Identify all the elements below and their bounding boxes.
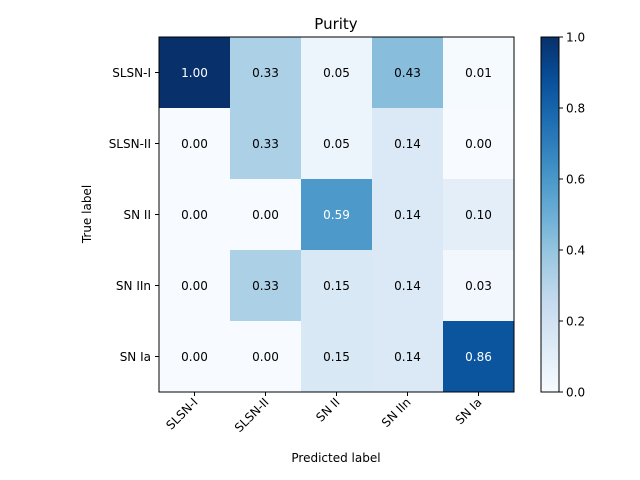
heatmap-cell: [159, 37, 231, 109]
colorbar-tick-label: 0.0: [566, 386, 585, 400]
cell-value-label: 0.00: [181, 137, 208, 151]
heatmap-cell: [301, 321, 373, 393]
colorbar: [540, 36, 560, 393]
colorbar-tick-label: 0.6: [566, 173, 585, 187]
heatmap-cell: [159, 108, 231, 180]
heatmap-cell: [230, 179, 302, 251]
cell-value-label: 0.14: [394, 279, 421, 293]
cell-value-label: 0.33: [252, 137, 279, 151]
heatmap-cell: [301, 37, 373, 109]
x-axis-label: Predicted label: [291, 451, 380, 465]
heatmap-cell: [372, 250, 444, 322]
heatmap-cell: [443, 179, 515, 251]
y-axis-label: True label: [80, 185, 94, 244]
heatmap-cell: [159, 321, 231, 393]
cell-value-label: 0.33: [252, 279, 279, 293]
cell-value-label: 0.00: [181, 279, 208, 293]
heatmap-cell: [230, 37, 302, 109]
heatmap-cell: [443, 108, 515, 180]
colorbar-tick-label: 0.4: [566, 244, 585, 258]
y-axis-ticks: SLSN-I SLSN-II SN II SN IIn SN Ia: [109, 66, 159, 364]
heatmap-cell: [301, 108, 373, 180]
cell-value-label: 0.15: [323, 350, 350, 364]
heatmap-cell: [230, 321, 302, 393]
cell-value-label: 0.05: [323, 137, 350, 151]
heatmap-cell: [443, 250, 515, 322]
heatmap-cell: [372, 37, 444, 109]
cell-value-label: 1.00: [181, 66, 208, 80]
heatmap-cell: [159, 179, 231, 251]
x-tick-label: SLSN-I: [163, 395, 200, 432]
cell-value-label: 0.14: [394, 208, 421, 222]
colorbar-tick-label: 0.2: [566, 315, 585, 329]
cell-value-label: 0.00: [252, 350, 279, 364]
heatmap-cells: 1.00 0.33 0.05 0.43 0.01 0.00 0.33 0.05 0.14 0.00…: [159, 37, 515, 393]
cell-value-label: 0.14: [394, 137, 421, 151]
cell-value-label: 0.59: [323, 208, 350, 222]
cell-value-label: 0.01: [465, 66, 492, 80]
cell-value-label: 0.05: [323, 66, 350, 80]
cell-value-label: 0.15: [323, 279, 350, 293]
heatmap-cell: [443, 37, 515, 109]
cell-value-label: 0.86: [465, 350, 492, 364]
heatmap-cell: [301, 179, 373, 251]
cell-value-label: 0.03: [465, 279, 492, 293]
heatmap-cell: [159, 250, 231, 322]
x-tick-label: SLSN-II: [232, 395, 272, 435]
heatmap-cell: [301, 250, 373, 322]
cell-value-label: 0.10: [465, 208, 492, 222]
cell-value-label: 0.00: [181, 350, 208, 364]
y-tick-label: SN Ia: [120, 350, 151, 364]
heatmap-cell: [230, 250, 302, 322]
heatmap-cell: [443, 321, 515, 393]
x-tick-label: SN Ia: [453, 395, 485, 427]
colorbar-ticks: 0.0 0.2 0.4 0.6 0.8 1.0: [559, 31, 585, 400]
x-tick-label: SN II: [313, 395, 342, 424]
cell-value-label: 0.33: [252, 66, 279, 80]
y-tick-label: SN IIn: [116, 279, 151, 293]
chart-title: Purity: [314, 15, 358, 33]
cell-value-label: 0.14: [394, 350, 421, 364]
cell-value-label: 0.00: [181, 208, 208, 222]
x-axis-ticks: SLSN-I SLSN-II SN II SN IIn SN Ia: [163, 392, 485, 435]
heatmap-cell: [230, 108, 302, 180]
y-tick-label: SLSN-II: [109, 137, 151, 151]
heatmap-cell: [372, 179, 444, 251]
heatmap-cell: [372, 108, 444, 180]
y-tick-label: SN II: [124, 208, 152, 222]
cell-value-label: 0.00: [465, 137, 492, 151]
y-tick-label: SLSN-I: [112, 66, 151, 80]
x-tick-label: SN IIn: [379, 395, 414, 430]
cell-value-label: 0.43: [394, 66, 421, 80]
colorbar-tick-label: 1.0: [566, 31, 585, 45]
heatmap-cell: [372, 321, 444, 393]
colorbar-tick-label: 0.8: [566, 102, 585, 116]
cell-value-label: 0.00: [252, 208, 279, 222]
